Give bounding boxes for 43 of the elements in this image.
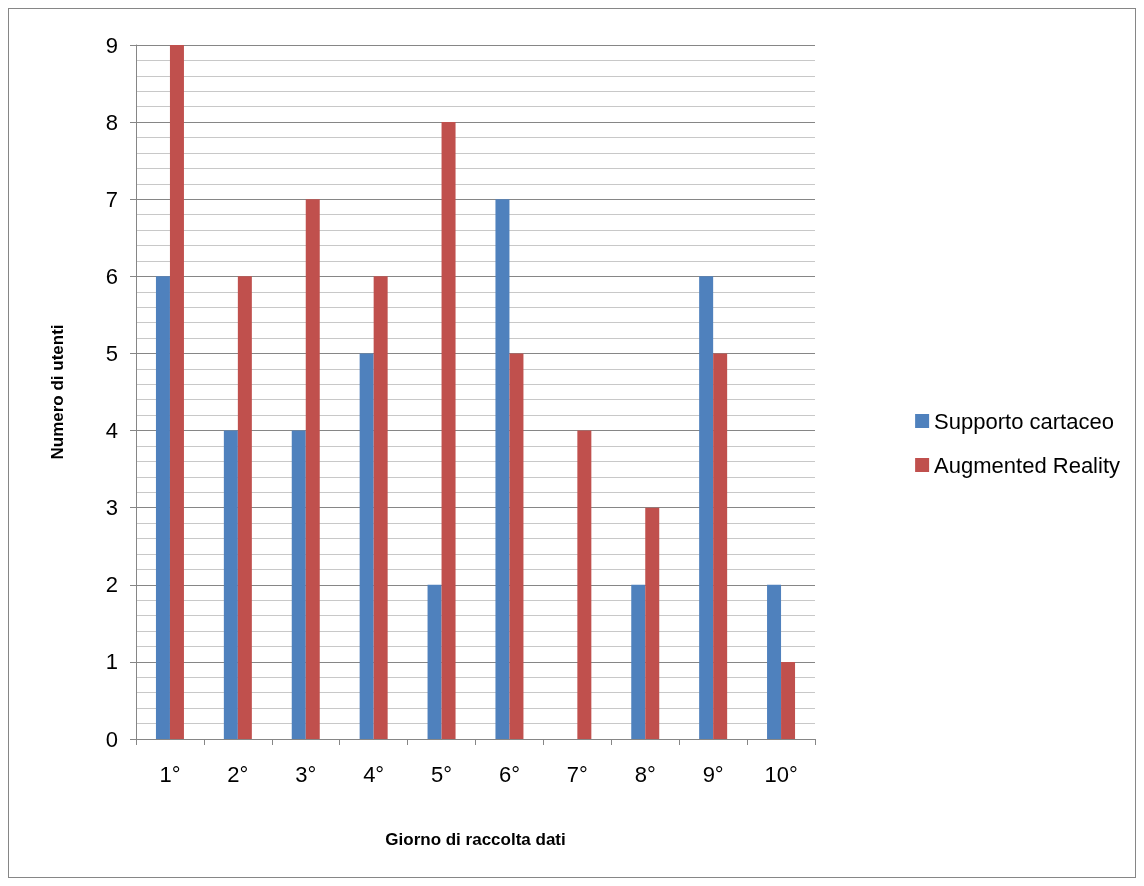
y-tick-label: 9 [105,32,118,58]
y-tick-label: 0 [105,726,118,752]
x-tick-label: 7° [566,761,588,787]
bar [373,276,388,739]
bar [645,507,660,739]
x-tick-label: 9° [702,761,724,787]
y-axis-title: Numero di utenti [48,324,67,460]
bar [305,199,320,739]
bar [713,353,728,739]
y-tick-label: 1 [105,649,118,675]
x-tick-label: 1° [159,761,181,787]
bar [237,276,252,739]
y-tick-label: 4 [105,418,118,444]
x-tick-label: 3° [295,761,317,787]
y-tick-label: 5 [105,340,118,366]
bar [223,430,238,739]
bar [509,353,524,739]
y-tick-label: 7 [105,186,118,212]
bar [767,584,782,739]
y-tick-label: 3 [105,495,118,521]
y-tick-label: 2 [105,572,118,598]
x-tick-label: 8° [634,761,656,787]
legend-label: Supporto cartaceo [934,408,1114,434]
bar [495,199,510,739]
bar [427,584,442,739]
bar [781,661,796,739]
x-axis-title: Giorno di raccolta dati [385,830,566,849]
bar [699,276,714,739]
x-tick-label: 10° [764,761,798,787]
bar [169,45,184,739]
bar [631,584,646,739]
bar [441,122,456,739]
bar [291,430,306,739]
bar [359,353,374,739]
legend-label: Augmented Reality [934,452,1121,478]
x-tick-label: 2° [227,761,249,787]
x-tick-label: 4° [363,761,385,787]
x-tick-label: 6° [498,761,520,787]
bar [155,276,170,739]
x-tick-label: 5° [431,761,453,787]
y-tick-label: 6 [105,263,118,289]
bar [577,430,592,739]
y-tick-label: 8 [105,109,118,135]
